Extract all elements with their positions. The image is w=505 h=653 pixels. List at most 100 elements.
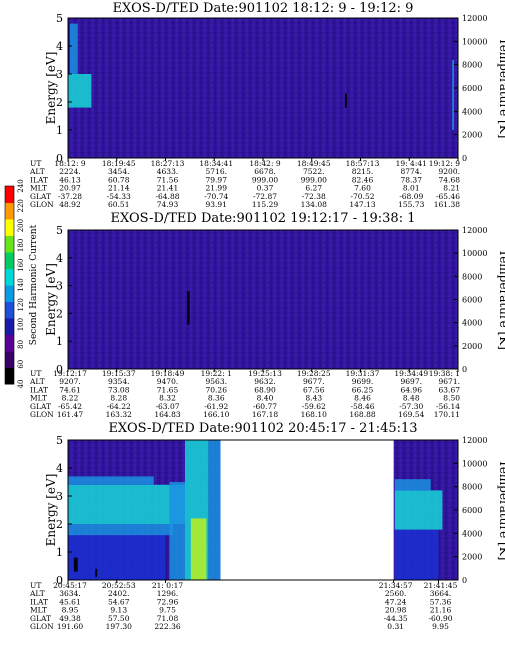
ephemeris-cell: 999.00 <box>301 175 327 184</box>
ephemeris-cell: 21.14 <box>108 184 130 193</box>
colorbar-segment <box>5 186 14 203</box>
ephemeris-row-label: ILAT <box>30 385 48 394</box>
ephemeris-cell: -56.14 <box>436 402 460 411</box>
ephemeris-cell: 9699. <box>352 377 373 386</box>
ephemeris-cell: 8.21 <box>443 184 460 193</box>
ephemeris-cell: -60.90 <box>428 614 452 623</box>
ephemeris-cell: -37.28 <box>58 192 82 201</box>
y2-axis-label: Temperature [K] <box>497 460 505 561</box>
ephemeris-cell: 19:38: 1 <box>429 369 460 378</box>
y-tick-label: 5 <box>56 12 63 25</box>
ephemeris-cell: 155.73 <box>398 200 424 209</box>
ephemeris-cell: 1296. <box>157 589 178 598</box>
ephemeris-cell: 3454. <box>108 167 129 176</box>
ephemeris-cell: 18:49:45 <box>297 159 331 168</box>
colorbar-segment <box>5 268 14 286</box>
ephemeris-cell: 71.08 <box>157 614 179 623</box>
y2-tick-label: 2000 <box>462 342 482 351</box>
ephemeris-cell: 74.93 <box>157 200 179 209</box>
ephemeris-row-label: GLAT <box>30 192 51 201</box>
intensity-feature-2 <box>68 524 174 536</box>
colorbar-tick-label: 180 <box>17 239 25 252</box>
intensity-feature-4 <box>452 60 455 130</box>
ephemeris-cell: 68.90 <box>254 385 276 394</box>
y2-tick-label: 10000 <box>462 249 487 258</box>
ephemeris-cell: 115.29 <box>252 200 278 209</box>
ephemeris-cell: 9563. <box>206 377 227 386</box>
y2-tick-label: 12000 <box>462 226 487 235</box>
y2-tick-label: 10000 <box>462 37 487 46</box>
ephemeris-cell: 20.97 <box>59 184 81 193</box>
ephemeris-cell: -64.22 <box>107 402 131 411</box>
y-tick-label: 0 <box>56 363 63 376</box>
ephemeris-cell: 47.24 <box>385 597 407 606</box>
intensity-feature-4 <box>68 476 154 485</box>
y-tick-label: 3 <box>56 68 63 81</box>
ephemeris-cell: 8.40 <box>257 394 274 403</box>
ephemeris-cell: 9632. <box>254 377 275 386</box>
intensity-feature-3 <box>344 93 347 108</box>
ephemeris-cell: 3634. <box>59 589 80 598</box>
ephemeris-cell: 72.96 <box>157 597 179 606</box>
colorbar-tick-label: 140 <box>17 278 25 291</box>
y2-tick-label: 0 <box>462 154 467 163</box>
ephemeris-cell: 79.97 <box>206 175 228 184</box>
ephemeris-cell: 19:28:25 <box>297 369 331 378</box>
ephemeris-cell: 169.54 <box>398 410 424 419</box>
y2-axis-label: Temperature [K] <box>497 249 505 350</box>
ephemeris-cell: -68.09 <box>399 192 423 201</box>
ephemeris-cell: 21:34:57 <box>379 581 413 590</box>
ephemeris-cell: 57.36 <box>430 597 452 606</box>
ephemeris-cell: 18:12: 9 <box>54 159 86 168</box>
ephemeris-cell: 21: 0:17 <box>152 581 184 590</box>
ephemeris-cell: 19:12:17 <box>53 369 87 378</box>
intensity-feature-5 <box>169 482 185 580</box>
ephemeris-cell: -44.35 <box>384 614 408 623</box>
y2-tick-label: 0 <box>462 576 467 585</box>
ephemeris-cell: 9470. <box>157 377 178 386</box>
y2-tick-label: 6000 <box>462 506 482 515</box>
ephemeris-cell: 8.95 <box>62 606 79 615</box>
ephemeris-row-label: ALT <box>29 377 45 386</box>
ephemeris-row-label: GLAT <box>30 402 51 411</box>
ephemeris-cell: 18:19:45 <box>102 159 136 168</box>
ephemeris-cell: 8.43 <box>305 394 322 403</box>
ephemeris-cell: -64.88 <box>155 192 179 201</box>
colorbar-segment <box>5 318 14 335</box>
ephemeris-row-label: UT <box>30 369 41 378</box>
ephemeris-cell: 57.50 <box>108 614 130 623</box>
colorbar: 40 60 80 100 120 140 160 180 200 220 240 Second Har… <box>4 179 39 388</box>
ephemeris-cell: 8.46 <box>354 394 371 403</box>
ephemeris-cell: 19:15:37 <box>102 369 136 378</box>
ephemeris-row-label: MLT <box>30 184 47 193</box>
ephemeris-cell: -57.30 <box>399 402 423 411</box>
ephemeris-cell: 2560. <box>385 589 406 598</box>
ephemeris-cell: 9207. <box>59 377 80 386</box>
ephemeris-row-label: GLAT <box>30 614 51 623</box>
y2-tick-label: 12000 <box>462 436 487 445</box>
colorbar-tick-label: 240 <box>17 179 25 192</box>
ephemeris-cell: -58.46 <box>350 402 374 411</box>
y2-tick-label: 0 <box>462 365 467 374</box>
y-tick-label: 4 <box>56 462 63 475</box>
y-tick-label: 5 <box>56 434 63 447</box>
y-tick-label: 0 <box>56 574 63 587</box>
ephemeris-cell: 18:42: 9 <box>249 159 281 168</box>
ephemeris-cell: 9697. <box>401 377 422 386</box>
colorbar-frame <box>4 185 15 385</box>
ephemeris-cell: 2402. <box>108 589 129 598</box>
ephemeris-cell: 71.56 <box>157 175 179 184</box>
ephemeris-cell: 21:41:45 <box>424 581 458 590</box>
ephemeris-cell: 74.68 <box>439 175 461 184</box>
ephemeris-row-label: ILAT <box>30 175 48 184</box>
colorbar-segment <box>5 252 14 269</box>
ephemeris-cell: 4633. <box>157 167 178 176</box>
spectrogram-panel-2: EXOS-D/TED Date:901102 19:12:17 - 19:38:… <box>29 211 505 419</box>
y-tick-label: 4 <box>56 252 63 265</box>
y2-tick-label: 4000 <box>462 529 482 538</box>
ephemeris-cell: 197.30 <box>106 622 132 631</box>
ephemeris-cell: -60.77 <box>253 402 277 411</box>
